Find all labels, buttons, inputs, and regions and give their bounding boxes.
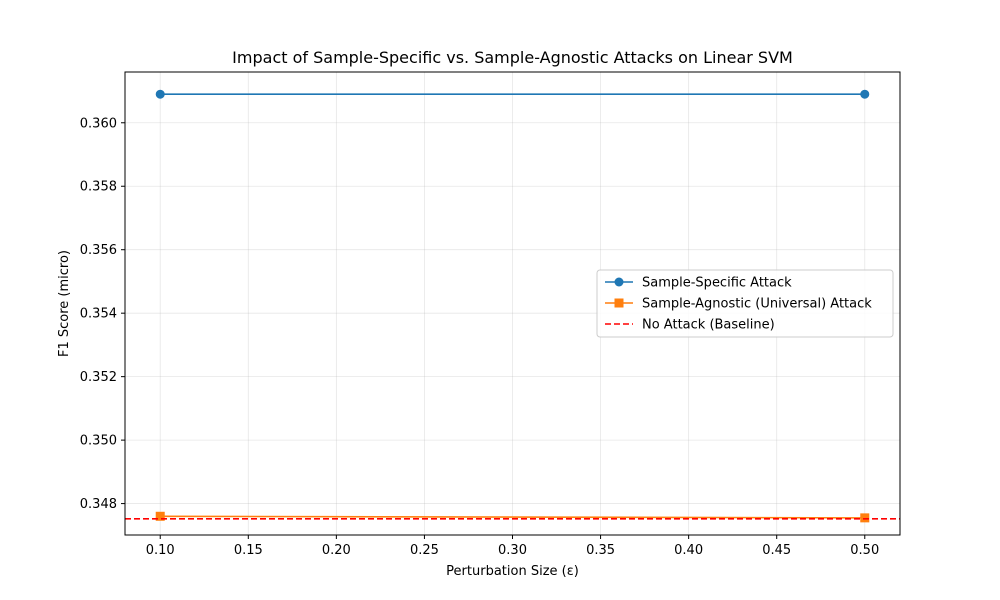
y-tick-label: 0.356	[80, 243, 117, 258]
grid	[125, 72, 900, 535]
x-tick-label: 0.30	[498, 543, 527, 558]
y-tick-label: 0.358	[80, 180, 117, 195]
x-axis-label: Perturbation Size (ε)	[446, 564, 579, 579]
data-point	[155, 511, 165, 521]
legend-marker	[614, 277, 624, 287]
legend-marker	[614, 298, 624, 308]
x-tick-label: 0.20	[322, 543, 351, 558]
x-tick-label: 0.10	[146, 543, 175, 558]
ticks: 0.10 0.15 0.20 0.25 0.30 0.35 0.40 0.45 0.50 0.34…	[80, 116, 879, 558]
data-point	[860, 89, 870, 99]
y-tick-label: 0.350	[80, 434, 117, 449]
data-point	[155, 89, 165, 99]
x-tick-label: 0.25	[410, 543, 439, 558]
legend-label: Sample-Agnostic (Universal) Attack	[642, 297, 872, 312]
chart-title: Impact of Sample-Specific vs. Sample-Agn…	[232, 48, 793, 67]
y-tick-label: 0.348	[80, 497, 117, 512]
x-tick-label: 0.35	[586, 543, 615, 558]
legend-label: Sample-Specific Attack	[642, 276, 792, 291]
x-tick-label: 0.50	[850, 543, 879, 558]
y-tick-label: 0.354	[80, 307, 117, 322]
legend-label: No Attack (Baseline)	[642, 318, 775, 333]
y-tick-label: 0.360	[80, 116, 117, 131]
legend-box	[596, 269, 894, 338]
series-line-2	[160, 515, 865, 519]
y-axis-label: F1 Score (micro)	[57, 250, 72, 357]
x-tick-label: 0.45	[762, 543, 791, 558]
data-point	[860, 513, 870, 523]
x-tick-label: 0.15	[234, 543, 263, 558]
x-tick-label: 0.40	[674, 543, 703, 558]
legend: Sample-Specific Attack Sample-Agnostic (U…	[596, 269, 894, 338]
series-layer	[125, 89, 900, 523]
y-tick-label: 0.352	[80, 370, 117, 385]
